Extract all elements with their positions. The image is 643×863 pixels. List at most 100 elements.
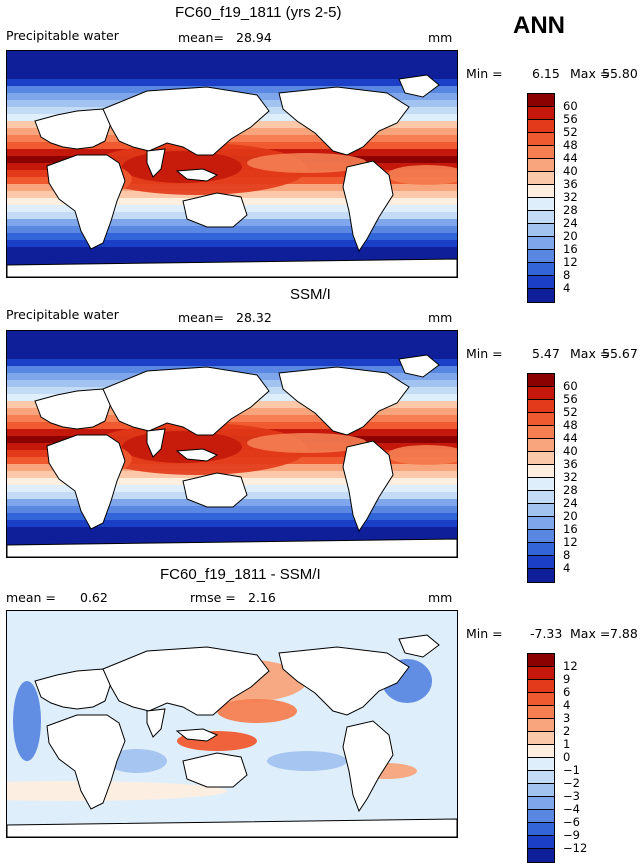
- colorbar-tick-label: −12: [563, 841, 588, 855]
- field-band: [7, 226, 457, 234]
- colorbar-tick-label: 0: [563, 750, 571, 764]
- colorbar-tick-label: 12: [563, 659, 578, 673]
- colorbar-tick-label: 60: [563, 379, 578, 393]
- land-outline-6: [278, 646, 410, 716]
- season-label: ANN: [513, 12, 565, 39]
- colorbar-tick-label: 48: [563, 138, 578, 152]
- anomaly-blob: [7, 781, 227, 801]
- panel3-max-value: 7.88: [610, 626, 638, 641]
- panel1-units: mm: [428, 30, 453, 45]
- colorbar-tick-label: 12: [563, 255, 578, 269]
- warm-pool-blob: [122, 151, 242, 183]
- colorbar-tick-label: −9: [563, 828, 580, 842]
- land-outline-0: [46, 154, 126, 250]
- panel1-min-value: 6.15: [532, 66, 560, 81]
- field-band: [7, 338, 457, 346]
- panel3-min-value: -7.33: [530, 626, 563, 641]
- colorbar-tick-label: 40: [563, 444, 578, 458]
- colorbar-tick-label: 8: [563, 268, 571, 282]
- panel1-title: FC60_f19_1811 (yrs 2-5): [175, 4, 342, 21]
- colorbar-swatch: [528, 465, 554, 478]
- field-band: [7, 65, 457, 73]
- colorbar-tick-label: 8: [563, 548, 571, 562]
- panel2-units: mm: [428, 310, 453, 325]
- land-outline-0: [46, 434, 126, 530]
- land-outline-9: [7, 258, 457, 277]
- colorbar-swatch: [528, 530, 554, 543]
- colorbar-tick-label: 48: [563, 418, 578, 432]
- colorbar-swatch: [528, 439, 554, 452]
- colorbar-swatch: [528, 478, 554, 491]
- colorbar-swatch: [528, 543, 554, 556]
- colorbar-tick-label: −6: [563, 815, 580, 829]
- colorbar-swatch: [528, 680, 554, 693]
- land-outline-8: [342, 720, 394, 813]
- colorbar-swatch: [528, 426, 554, 439]
- colorbar-tick-label: 40: [563, 164, 578, 178]
- land-outline-1: [34, 388, 112, 430]
- colorbar-swatch: [528, 745, 554, 758]
- colorbar-tick-label: 24: [563, 496, 578, 510]
- land-outline-9: [7, 818, 457, 837]
- field-band: [7, 513, 457, 521]
- colorbar-swatch: [528, 569, 554, 582]
- panel3-mean-label: mean =: [6, 590, 56, 605]
- colorbar-tick-label: 20: [563, 229, 578, 243]
- colorbar-tick-label: −4: [563, 802, 580, 816]
- colorbar-tick-label: 4: [563, 281, 571, 295]
- panel2-colorbar: [527, 373, 555, 583]
- colorbar-swatch: [528, 771, 554, 784]
- colorbar-tick-label: 28: [563, 483, 578, 497]
- colorbar-tick-label: 6: [563, 685, 571, 699]
- field-band: [7, 79, 457, 87]
- colorbar-swatch: [528, 719, 554, 732]
- anomaly-blob: [13, 681, 41, 761]
- panel2-max-label: Max =: [570, 346, 611, 361]
- colorbar-swatch: [528, 836, 554, 849]
- colorbar-tick-label: 1: [563, 737, 571, 751]
- panel2-min-value: 5.47: [532, 346, 560, 361]
- colorbar-swatch: [528, 693, 554, 706]
- field-band: [7, 345, 457, 353]
- colorbar-swatch: [528, 452, 554, 465]
- colorbar-swatch: [528, 784, 554, 797]
- panel2-max-value: 55.67: [602, 346, 638, 361]
- panel1-mean-label: mean=: [178, 30, 224, 45]
- field-band: [7, 240, 457, 248]
- field-band: [7, 366, 457, 374]
- colorbar-tick-label: 16: [563, 522, 578, 536]
- colorbar-swatch: [528, 237, 554, 250]
- land-outline-1: [34, 668, 112, 710]
- colorbar-tick-label: 44: [563, 151, 578, 165]
- colorbar-swatch: [528, 146, 554, 159]
- land-outline-3: [146, 708, 166, 738]
- land-outline-6: [278, 86, 410, 156]
- colorbar-swatch: [528, 849, 554, 862]
- colorbar-tick-label: 56: [563, 392, 578, 406]
- colorbar-tick-label: 44: [563, 431, 578, 445]
- panel3-rmse-label: rmse =: [190, 590, 236, 605]
- panel3-min-label: Min =: [466, 626, 503, 641]
- colorbar-tick-label: −2: [563, 776, 580, 790]
- colorbar-tick-label: 60: [563, 99, 578, 113]
- panel1-max-value: 55.80: [602, 66, 638, 81]
- land-outline-6: [278, 366, 410, 436]
- colorbar-swatch: [528, 556, 554, 569]
- land-outline-1: [34, 108, 112, 150]
- colorbar-tick-label: 16: [563, 242, 578, 256]
- panel2-map-svg: [7, 331, 457, 557]
- land-outline-4: [175, 168, 219, 182]
- panel3-mean-value: 0.62: [80, 590, 108, 605]
- colorbar-swatch: [528, 706, 554, 719]
- colorbar-swatch: [528, 810, 554, 823]
- colorbar-tick-label: 32: [563, 470, 578, 484]
- colorbar-tick-label: 36: [563, 457, 578, 471]
- field-band: [7, 534, 457, 542]
- colorbar-swatch: [528, 172, 554, 185]
- colorbar-tick-label: 52: [563, 125, 578, 139]
- colorbar-swatch: [528, 413, 554, 426]
- colorbar-swatch: [528, 654, 554, 667]
- colorbar-swatch: [528, 198, 554, 211]
- land-outline-8: [342, 160, 394, 253]
- colorbar-swatch: [528, 400, 554, 413]
